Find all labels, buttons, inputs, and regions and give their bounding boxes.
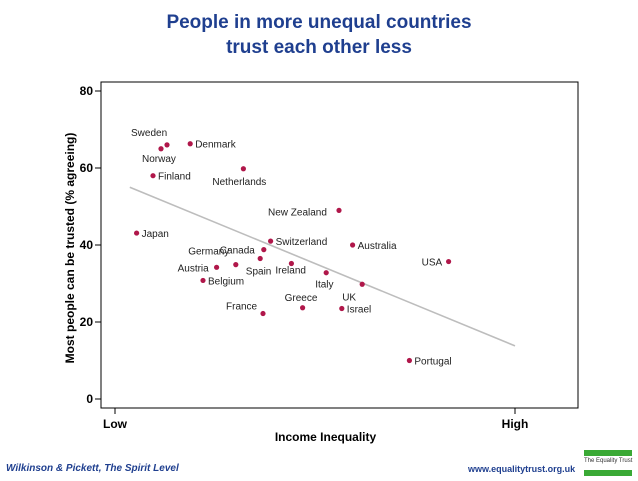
point-label: Austria [178,263,210,274]
point-label: Italy [315,280,333,291]
data-point [158,146,164,152]
point-label: Finland [158,172,191,183]
point-label: Switzerland [276,237,328,248]
data-point [336,207,342,213]
x-axis-label: Income Inequality [275,430,377,444]
point-label: France [226,302,258,313]
point-label: Israel [347,305,371,316]
chart-title: People in more unequal countries trust e… [0,10,638,60]
point-label: New Zealand [268,207,327,218]
data-point [288,260,294,267]
point-label: USA [422,258,443,269]
data-point [240,166,246,172]
y-tick-label: 20 [80,315,94,329]
point-label: Ireland [275,265,306,276]
x-tick-label: High [502,417,529,431]
y-tick-label: 60 [80,161,94,175]
logo-bar-top [584,450,632,456]
point-label: Denmark [195,140,237,151]
data-point [214,264,220,270]
point-label: Spain [246,267,272,278]
data-point [164,142,170,148]
data-point [323,270,329,276]
x-tick-label: Low [103,417,128,431]
point-label: Germany [188,246,229,257]
point-label: Netherlands [212,177,266,188]
point-label: Canada [220,246,255,257]
data-point [350,242,356,248]
data-point [257,255,263,262]
logo-band [584,457,632,469]
data-point [406,357,412,364]
logo-text: The Equality Trust [584,458,633,464]
data-point [339,305,345,312]
data-point [134,230,140,236]
data-point [200,277,206,284]
y-tick-label: 40 [80,238,94,252]
data-point [233,262,239,268]
point-label: Portugal [414,357,451,368]
chart-title-line-1: People in more unequal countries [166,12,472,33]
data-point [359,281,365,287]
logo-graphic [584,450,632,476]
point-label: Belgium [208,276,244,287]
y-axis-label: Most people can be trusted (% agreeing) [63,133,77,364]
data-point [261,247,267,253]
point-label: Norway [142,154,176,165]
logo-bar-bottom [584,470,632,476]
trend-line [129,186,516,347]
data-point [187,141,193,147]
data-point [446,258,452,265]
chart-title-line-2: trust each other less [226,37,412,58]
data-point [260,310,266,317]
point-label: UK [342,292,356,303]
y-tick-label: 0 [86,392,93,406]
source-credit: Wilkinson & Pickett, The Spirit Level [6,463,179,474]
data-point [150,173,156,179]
point-label: Japan [142,229,169,240]
data-point [268,238,274,244]
point-label: Greece [285,293,318,304]
point-label: Sweden [131,128,167,139]
plot-frame [100,81,579,409]
data-point [300,305,306,311]
point-label: Australia [358,241,397,252]
equality-trust-logo: The Equality Trust [584,450,632,476]
website-link[interactable]: www.equalitytrust.org.uk [468,464,576,474]
y-tick-label: 80 [80,84,94,98]
